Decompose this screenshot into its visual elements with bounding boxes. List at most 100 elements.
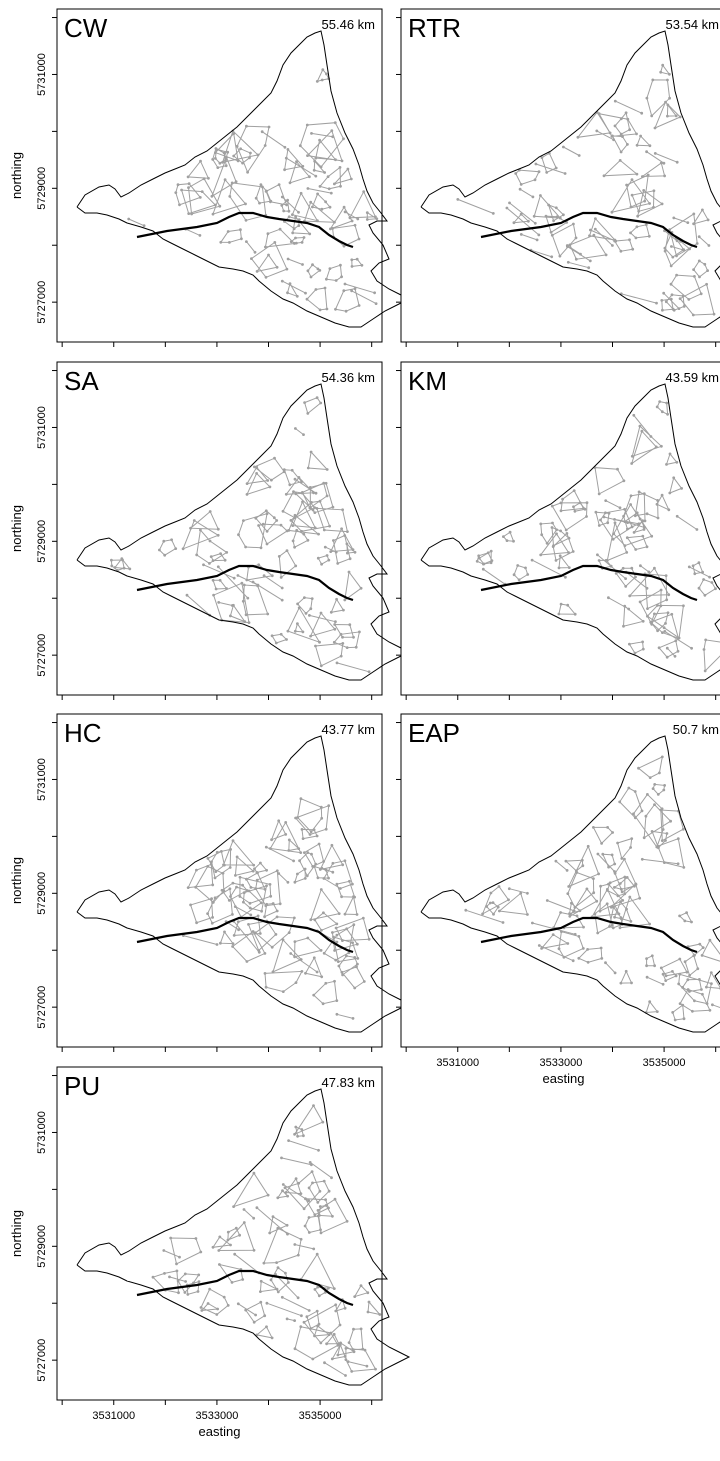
- tour-route: [334, 288, 360, 312]
- survey-point: [304, 291, 307, 295]
- survey-point: [655, 845, 659, 849]
- survey-point: [231, 913, 234, 916]
- tour-route: [567, 246, 591, 262]
- survey-point: [645, 545, 649, 549]
- survey-point: [340, 895, 343, 899]
- road-line: [136, 916, 354, 954]
- survey-point: [675, 239, 679, 243]
- survey-point: [568, 243, 572, 247]
- tour-route: [211, 1236, 232, 1248]
- survey-point: [634, 548, 638, 551]
- survey-point: [287, 1139, 290, 1142]
- tour-route: [330, 598, 345, 613]
- survey-point: [277, 555, 281, 558]
- survey-point: [329, 610, 333, 614]
- survey-point: [309, 200, 313, 204]
- survey-point: [323, 286, 327, 290]
- survey-point: [618, 159, 622, 162]
- survey-point: [644, 223, 648, 227]
- survey-point: [287, 215, 291, 219]
- survey-point: [576, 135, 580, 139]
- survey-point: [242, 1221, 246, 1224]
- tour-route: [640, 162, 666, 178]
- tour-route: [703, 639, 720, 673]
- survey-point: [623, 857, 626, 861]
- survey-point: [710, 982, 713, 985]
- survey-point: [666, 611, 670, 615]
- survey-point: [178, 203, 181, 207]
- tour-route: [255, 183, 272, 204]
- survey-point: [278, 227, 282, 231]
- survey-point: [537, 944, 541, 947]
- tour-route: [203, 564, 235, 579]
- survey-point: [663, 784, 666, 787]
- survey-point: [648, 144, 652, 148]
- panel-frame: [400, 8, 720, 343]
- survey-point: [604, 961, 607, 965]
- survey-point: [554, 206, 558, 210]
- survey-point: [270, 838, 273, 842]
- survey-point: [654, 445, 658, 449]
- survey-point: [367, 1300, 371, 1304]
- survey-point: [343, 1306, 347, 1310]
- tour-route: [615, 100, 642, 114]
- survey-point: [333, 949, 336, 952]
- survey-point: [328, 267, 332, 270]
- survey-point: [577, 956, 581, 960]
- survey-point: [501, 921, 505, 924]
- panel-sa: SA 54.36 km 5727000 5729000 5731000 northing: [9, 361, 411, 700]
- survey-point: [342, 137, 345, 141]
- survey-point: [253, 465, 256, 469]
- survey-point: [286, 880, 290, 884]
- survey-point: [310, 1170, 314, 1173]
- survey-point: [322, 860, 325, 863]
- tour-route: [298, 852, 317, 877]
- tour-route: [676, 515, 698, 530]
- survey-point: [632, 531, 636, 534]
- survey-point: [271, 902, 275, 905]
- survey-point: [562, 213, 565, 217]
- survey-point: [594, 217, 597, 221]
- survey-point: [175, 1269, 179, 1273]
- survey-point: [518, 187, 522, 191]
- study-area-boundary: [420, 383, 720, 681]
- survey-point: [297, 1181, 301, 1185]
- survey-point: [252, 1171, 256, 1175]
- survey-point: [367, 937, 371, 941]
- tour-route: [349, 190, 377, 219]
- survey-point: [361, 916, 365, 920]
- survey-point: [643, 199, 647, 203]
- tour-route: [345, 1347, 377, 1372]
- survey-point: [586, 948, 589, 951]
- survey-point: [241, 883, 245, 887]
- survey-point: [316, 1285, 320, 1289]
- tour-route: [632, 793, 664, 849]
- survey-point: [236, 574, 240, 577]
- survey-point: [671, 307, 675, 311]
- survey-point: [613, 971, 617, 975]
- survey-point: [267, 253, 270, 257]
- tour-route: [689, 566, 710, 578]
- survey-point: [353, 956, 357, 959]
- survey-point: [228, 195, 232, 198]
- survey-point: [187, 212, 191, 216]
- survey-point: [710, 581, 714, 584]
- tour-route: [366, 211, 379, 221]
- survey-point: [281, 990, 285, 993]
- survey-point: [331, 505, 335, 509]
- survey-point: [300, 480, 303, 484]
- survey-point: [185, 593, 189, 597]
- survey-point: [664, 300, 668, 304]
- survey-point: [641, 640, 644, 644]
- survey-point: [681, 248, 685, 252]
- survey-point: [619, 132, 623, 136]
- survey-point: [264, 985, 268, 989]
- tour-route: [313, 159, 326, 174]
- survey-point: [241, 599, 245, 603]
- survey-point: [333, 182, 336, 186]
- survey-point: [626, 521, 629, 524]
- tour-route: [334, 1298, 346, 1312]
- survey-point: [196, 1290, 200, 1293]
- survey-point: [313, 1288, 317, 1291]
- survey-point: [343, 534, 347, 537]
